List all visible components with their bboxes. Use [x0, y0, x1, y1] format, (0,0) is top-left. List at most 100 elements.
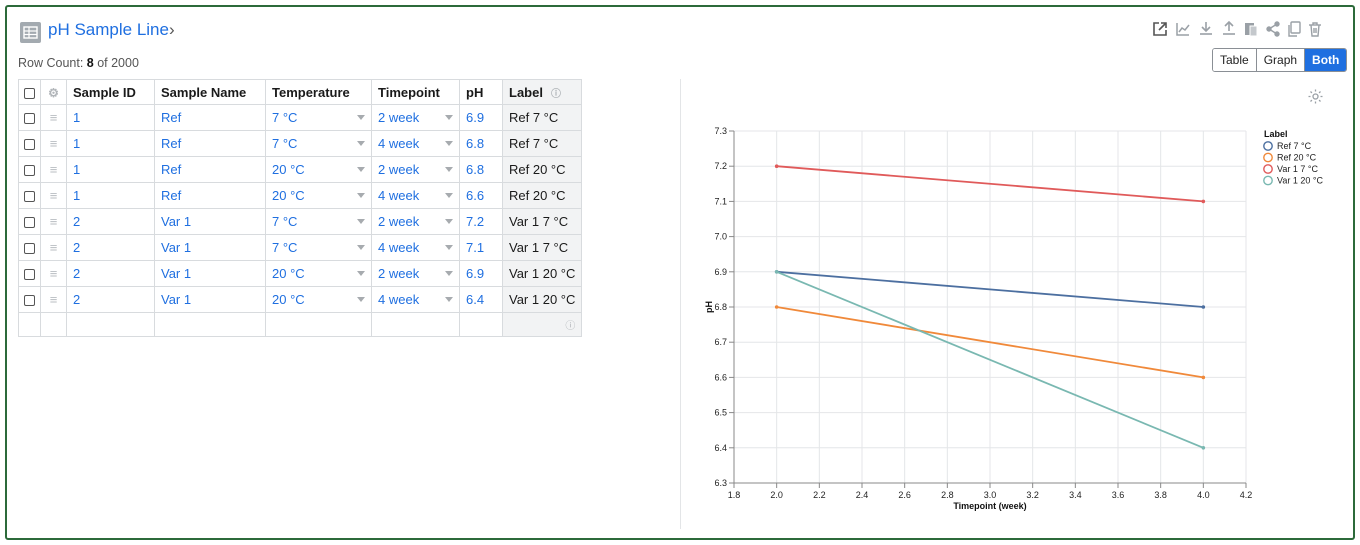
cell-temperature[interactable]: 7 °C	[265, 130, 372, 157]
cell-sample-id[interactable]: 1	[66, 130, 155, 157]
empty-cell[interactable]	[66, 312, 155, 337]
legend-swatch[interactable]	[1263, 164, 1273, 174]
cell-sample-name[interactable]: Ref	[154, 130, 266, 157]
series-line[interactable]	[776, 270, 1204, 449]
cell-timepoint[interactable]: 2 week	[371, 260, 460, 287]
data-point[interactable]	[774, 270, 779, 274]
cell-timepoint[interactable]: 4 week	[371, 286, 460, 313]
chart-icon[interactable]	[1174, 20, 1192, 38]
expand-icon[interactable]	[1151, 20, 1169, 38]
chevron-down-icon[interactable]	[445, 245, 453, 250]
chevron-down-icon[interactable]	[445, 141, 453, 146]
share-icon[interactable]	[1264, 20, 1282, 38]
settings-icon[interactable]: ⚙	[48, 85, 59, 100]
drag-handle-icon[interactable]: ≡	[49, 162, 58, 177]
upload-icon[interactable]	[1220, 20, 1238, 38]
drag-handle-icon[interactable]: ≡	[49, 240, 58, 255]
legend-swatch[interactable]	[1263, 175, 1273, 186]
legend-label[interactable]: Var 1 7 °C	[1277, 164, 1318, 174]
trash-icon[interactable]	[1306, 20, 1324, 38]
chevron-down-icon[interactable]	[357, 193, 365, 198]
cell-ph[interactable]: 6.4	[459, 286, 503, 313]
legend-swatch[interactable]	[1263, 152, 1273, 163]
cell-temperature-dropdown[interactable]: 7 °C	[272, 214, 365, 229]
cell-ph[interactable]: 6.6	[459, 182, 503, 209]
column-header-temperature[interactable]: Temperature	[265, 79, 372, 105]
column-header-sample-name[interactable]: Sample Name	[154, 79, 266, 105]
paste-icon[interactable]	[1242, 20, 1260, 38]
row-checkbox[interactable]	[24, 217, 35, 229]
cell-temperature-dropdown[interactable]: 7 °C	[272, 110, 365, 125]
cell-temperature[interactable]: 20 °C	[265, 260, 372, 287]
chevron-down-icon[interactable]	[445, 167, 453, 172]
cell-sample-name[interactable]: Ref	[154, 182, 266, 209]
drag-handle-icon[interactable]: ≡	[49, 266, 58, 281]
cell-temperature-dropdown[interactable]: 20 °C	[272, 188, 365, 203]
table-row[interactable]: ≡ 2 Var 1 7 °C 4 week 7.1 Var 1 7 °C	[18, 234, 583, 261]
data-point[interactable]	[774, 305, 779, 309]
cell-ph[interactable]: 6.8	[459, 130, 503, 157]
chart-settings-icon[interactable]	[1307, 88, 1324, 105]
series-line[interactable]	[776, 165, 1204, 203]
cell-ph[interactable]: 6.8	[459, 156, 503, 183]
cell-sample-id[interactable]: 1	[66, 104, 155, 131]
table-row[interactable]: ≡ 1 Ref 7 °C 2 week 6.9 Ref 7 °C	[18, 104, 583, 131]
cell-timepoint-dropdown[interactable]: 4 week	[378, 240, 453, 255]
chevron-down-icon[interactable]	[445, 297, 453, 302]
drag-handle-icon[interactable]: ≡	[49, 136, 58, 151]
data-point[interactable]	[1201, 375, 1206, 380]
cell-sample-id[interactable]: 2	[66, 260, 155, 287]
drag-handle-icon[interactable]: ≡	[49, 188, 58, 203]
cell-temperature[interactable]: 20 °C	[265, 286, 372, 313]
data-point[interactable]	[1201, 305, 1206, 309]
table-row[interactable]: ≡ 1 Ref 20 °C 2 week 6.8 Ref 20 °C	[18, 156, 583, 183]
new-row[interactable]: ⓘ	[18, 312, 583, 337]
data-point[interactable]	[1201, 446, 1206, 450]
table-row[interactable]: ≡ 1 Ref 20 °C 4 week 6.6 Ref 20 °C	[18, 182, 583, 209]
column-header-timepoint[interactable]: Timepoint	[371, 79, 460, 105]
cell-sample-id[interactable]: 2	[66, 286, 155, 313]
cell-ph[interactable]: 6.9	[459, 104, 503, 131]
cell-temperature[interactable]: 7 °C	[265, 234, 372, 261]
empty-cell[interactable]	[40, 312, 67, 337]
select-all-checkbox[interactable]	[24, 87, 35, 99]
page-title[interactable]: pH Sample Line	[48, 20, 169, 39]
cell-sample-id[interactable]: 1	[66, 156, 155, 183]
download-icon[interactable]	[1197, 20, 1215, 38]
cell-temperature[interactable]: 7 °C	[265, 208, 372, 235]
pane-divider[interactable]	[680, 79, 681, 529]
cell-timepoint[interactable]: 4 week	[371, 182, 460, 209]
cell-timepoint[interactable]: 2 week	[371, 104, 460, 131]
cell-timepoint-dropdown[interactable]: 2 week	[378, 110, 453, 125]
drag-handle-icon[interactable]: ≡	[49, 110, 58, 125]
cell-temperature[interactable]: 20 °C	[265, 182, 372, 209]
data-point[interactable]	[1201, 199, 1206, 204]
series-line[interactable]	[776, 270, 1204, 308]
chevron-right-icon[interactable]: ›	[169, 20, 175, 39]
cell-timepoint[interactable]: 2 week	[371, 156, 460, 183]
table-row[interactable]: ≡ 1 Ref 7 °C 4 week 6.8 Ref 7 °C	[18, 130, 583, 157]
chevron-down-icon[interactable]	[357, 141, 365, 146]
cell-timepoint[interactable]: 4 week	[371, 130, 460, 157]
empty-cell[interactable]	[371, 312, 460, 337]
cell-temperature-dropdown[interactable]: 20 °C	[272, 162, 365, 177]
row-checkbox[interactable]	[24, 243, 35, 255]
copy-icon[interactable]	[1285, 20, 1303, 38]
chevron-down-icon[interactable]	[445, 193, 453, 198]
table-row[interactable]: ≡ 2 Var 1 7 °C 2 week 7.2 Var 1 7 °C	[18, 208, 583, 235]
chevron-down-icon[interactable]	[357, 297, 365, 302]
legend-label[interactable]: Var 1 20 °C	[1277, 176, 1323, 186]
table-row[interactable]: ≡ 2 Var 1 20 °C 2 week 6.9 Var 1 20 °C	[18, 260, 583, 287]
view-both-button[interactable]: Both	[1305, 49, 1347, 71]
cell-ph[interactable]: 7.1	[459, 234, 503, 261]
cell-ph[interactable]: 6.9	[459, 260, 503, 287]
empty-cell[interactable]	[154, 312, 266, 337]
row-checkbox[interactable]	[24, 191, 35, 203]
cell-timepoint[interactable]: 4 week	[371, 234, 460, 261]
cell-temperature[interactable]: 20 °C	[265, 156, 372, 183]
cell-sample-id[interactable]: 1	[66, 182, 155, 209]
chevron-down-icon[interactable]	[445, 219, 453, 224]
empty-cell[interactable]	[18, 312, 41, 337]
cell-temperature-dropdown[interactable]: 7 °C	[272, 240, 365, 255]
series-line[interactable]	[776, 306, 1204, 379]
